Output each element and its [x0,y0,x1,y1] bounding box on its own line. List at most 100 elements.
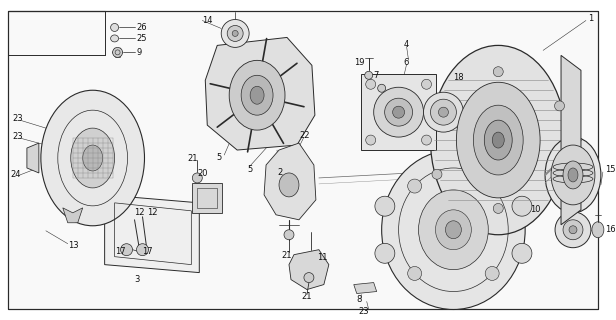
Ellipse shape [512,196,532,216]
Ellipse shape [554,169,564,179]
Polygon shape [361,74,437,150]
Ellipse shape [485,267,499,280]
Text: 1: 1 [588,14,593,23]
Text: 6: 6 [403,58,409,67]
Ellipse shape [545,137,601,213]
Polygon shape [289,250,329,290]
Text: 21: 21 [187,154,198,163]
Text: 21: 21 [281,251,291,260]
Ellipse shape [484,120,512,160]
Ellipse shape [232,30,238,36]
Ellipse shape [568,168,578,182]
Text: 11: 11 [317,253,327,262]
Polygon shape [27,143,39,173]
Text: 17: 17 [115,247,125,256]
Ellipse shape [563,161,583,189]
Text: 23: 23 [12,132,23,140]
Ellipse shape [375,243,395,263]
Ellipse shape [384,98,413,126]
Ellipse shape [432,169,442,179]
Ellipse shape [366,135,376,145]
Text: 21: 21 [301,292,312,301]
Ellipse shape [408,179,421,193]
Polygon shape [63,208,83,223]
Ellipse shape [378,84,386,92]
Text: 12: 12 [147,208,158,217]
Ellipse shape [408,267,421,280]
Ellipse shape [221,20,249,47]
Text: 9: 9 [137,48,142,57]
Ellipse shape [493,204,503,213]
Ellipse shape [192,173,202,183]
Ellipse shape [569,226,577,234]
Ellipse shape [279,173,299,197]
Ellipse shape [375,196,395,216]
Ellipse shape [436,210,471,250]
Text: 15: 15 [605,165,615,174]
Ellipse shape [485,179,499,193]
Ellipse shape [473,105,523,175]
Ellipse shape [229,60,285,130]
Ellipse shape [83,145,103,171]
Text: 23: 23 [359,307,370,316]
Ellipse shape [382,150,525,309]
Polygon shape [205,37,315,150]
Ellipse shape [432,101,442,111]
Ellipse shape [592,222,604,238]
Text: 22: 22 [299,131,309,140]
Ellipse shape [555,212,591,248]
Text: 25: 25 [137,34,147,43]
Ellipse shape [392,106,405,118]
Polygon shape [264,143,316,220]
Ellipse shape [304,273,314,283]
Ellipse shape [241,75,273,115]
Text: 19: 19 [354,58,364,67]
Ellipse shape [250,86,264,104]
Text: 5: 5 [216,153,221,162]
Text: 20: 20 [197,170,208,179]
Text: 12: 12 [134,208,145,217]
Text: 18: 18 [453,73,464,82]
Text: 2: 2 [277,168,282,178]
Ellipse shape [137,244,148,256]
Ellipse shape [554,101,564,111]
Ellipse shape [227,26,243,41]
Text: 17: 17 [142,247,153,256]
Ellipse shape [424,92,463,132]
Ellipse shape [111,35,119,42]
Ellipse shape [421,79,431,89]
Ellipse shape [113,47,123,57]
Text: 8: 8 [357,295,362,304]
Ellipse shape [418,190,488,270]
Text: 4: 4 [403,40,409,49]
Polygon shape [354,283,376,293]
Ellipse shape [71,128,115,188]
Text: 24: 24 [10,171,20,180]
Ellipse shape [431,99,456,125]
Text: 3: 3 [134,275,140,284]
Ellipse shape [563,220,583,240]
Ellipse shape [431,45,566,235]
Ellipse shape [551,145,595,205]
Ellipse shape [111,23,119,31]
Bar [197,188,217,208]
Ellipse shape [445,221,461,239]
Text: 7: 7 [374,71,379,80]
Text: 16: 16 [605,225,615,234]
Ellipse shape [512,243,532,263]
Ellipse shape [493,67,503,77]
Text: 23: 23 [12,114,23,123]
Text: 5: 5 [247,165,253,174]
Ellipse shape [456,82,540,198]
Polygon shape [561,55,581,225]
Polygon shape [105,195,200,273]
Ellipse shape [284,230,294,240]
Bar [192,183,222,213]
Ellipse shape [366,79,376,89]
Ellipse shape [492,132,505,148]
Text: 13: 13 [68,241,78,250]
Ellipse shape [374,87,424,137]
Text: 10: 10 [530,205,541,214]
Ellipse shape [365,71,373,79]
Ellipse shape [421,135,431,145]
